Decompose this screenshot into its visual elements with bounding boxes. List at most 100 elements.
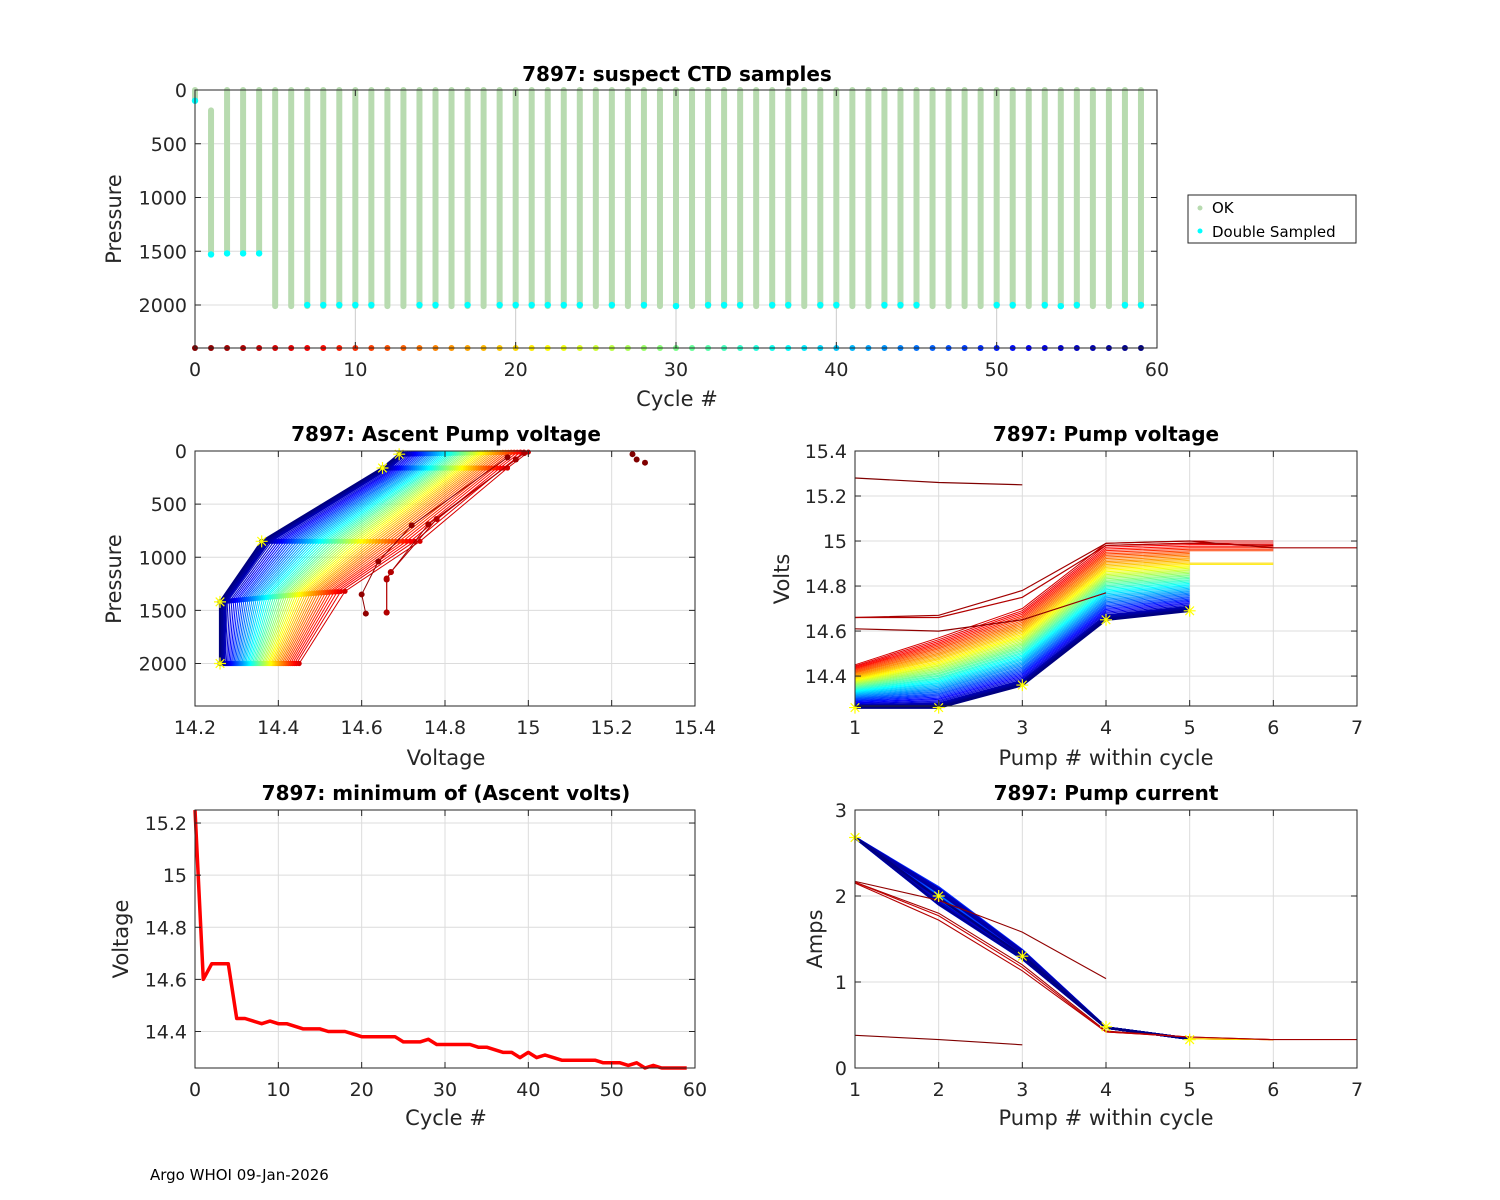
highlight-star-marker — [1016, 679, 1029, 692]
highlight-star-marker — [1016, 950, 1029, 963]
sample-point — [383, 609, 390, 616]
highlight-star-marker — [1183, 604, 1196, 617]
chart-title: 7897: minimum of (Ascent volts) — [262, 781, 631, 805]
y-tick-label: 14.8 — [145, 917, 187, 939]
outlier-cycle-line — [854, 477, 1023, 486]
cycle-voltage-line — [854, 550, 1274, 672]
x-tick-label: 20 — [350, 1079, 374, 1101]
cycle-voltage-line — [854, 569, 1190, 683]
double-sampled-point — [416, 301, 423, 309]
x-tick-label: 6 — [1267, 717, 1279, 739]
double-sampled-point — [432, 301, 439, 309]
cycle-voltage-line — [854, 589, 1190, 695]
sample-point — [358, 591, 365, 598]
double-sampled-point — [560, 301, 567, 309]
legend-ok-label: OK — [1212, 199, 1235, 217]
sample-point — [408, 522, 415, 529]
chart-title: 7897: suspect CTD samples — [522, 62, 832, 86]
y-tick-label: 14.6 — [805, 621, 847, 643]
double-sampled-point — [368, 301, 375, 309]
x-tick-label: 60 — [1145, 359, 1169, 381]
cycle-voltage-line — [854, 565, 1190, 681]
double-sampled-point — [720, 301, 728, 309]
chart-title: 7897: Pump voltage — [993, 422, 1219, 446]
highlight-star-marker — [214, 657, 226, 670]
y-tick-label: 15.4 — [805, 441, 847, 463]
cycle-voltage-line — [854, 587, 1190, 695]
x-tick-label: 7 — [1351, 1079, 1363, 1101]
sample-point — [425, 521, 432, 528]
y-tick-label: 1 — [835, 972, 847, 994]
cycle-voltage-line — [854, 581, 1190, 691]
cycle-voltage-line — [854, 557, 1190, 676]
chart-suspect-ctd-samples: 7897: suspect CTD samples Cycle # Pressu… — [102, 62, 1357, 411]
x-tick-label: 15.2 — [591, 717, 633, 739]
sample-point — [629, 451, 636, 458]
highlight-star-marker — [1100, 1020, 1112, 1033]
double-sampled-point — [528, 301, 535, 309]
x-tick-label: 1 — [849, 717, 861, 739]
cycle-voltage-line — [854, 596, 1190, 700]
x-tick-label: 60 — [683, 1079, 707, 1101]
cycle-voltage-line — [854, 547, 1274, 670]
double-sampled-point — [320, 301, 327, 309]
double-sampled-point — [1121, 301, 1129, 309]
x-tick-label: 2 — [933, 717, 945, 739]
double-sampled-point — [464, 301, 471, 309]
x-tick-label: 6 — [1267, 1079, 1279, 1101]
cycle-voltage-line — [854, 545, 1274, 669]
cycle-voltage-line — [854, 599, 1190, 702]
y-tick-label: 14.4 — [805, 666, 847, 688]
cycle-voltage-line — [854, 575, 1190, 687]
cycle-voltage-line — [854, 554, 1190, 674]
double-sampled-point — [913, 301, 920, 309]
cycle-voltage-line — [854, 597, 1190, 701]
x-axis-label: Cycle # — [636, 387, 718, 411]
sample-point — [403, 538, 410, 544]
cycle-voltage-line — [854, 593, 1190, 698]
x-tick-label: 14.4 — [257, 717, 299, 739]
x-tick-label: 4 — [1100, 1079, 1112, 1101]
legend-double-sampled-label: Double Sampled — [1212, 223, 1336, 241]
outlier-cycle-line — [854, 882, 1274, 1041]
double-sampled-point — [496, 301, 503, 309]
double-sampled-point — [704, 301, 712, 309]
y-tick-label: 1500 — [139, 600, 187, 622]
double-sampled-point — [576, 301, 583, 309]
double-sampled-point — [207, 251, 215, 258]
x-tick-label: 20 — [504, 359, 528, 381]
y-tick-label: 1000 — [139, 188, 187, 210]
y-tick-label: 15 — [163, 865, 187, 887]
y-axis-label: Amps — [803, 909, 827, 968]
x-axis-label: Voltage — [407, 746, 486, 770]
cycle-voltage-line — [854, 570, 1190, 684]
double-sampled-point — [833, 301, 840, 309]
double-sampled-point — [769, 301, 776, 309]
sample-point — [633, 456, 640, 463]
x-tick-label: 1 — [849, 1079, 861, 1101]
highlight-star-marker — [932, 890, 945, 902]
sample-point — [504, 454, 511, 461]
double-sampled-point — [239, 250, 247, 257]
cycle-voltage-line — [854, 582, 1190, 692]
double-sampled-point — [785, 301, 792, 309]
cycle-voltage-line — [854, 566, 1190, 682]
y-tick-label: 15 — [823, 531, 847, 553]
double-sampled-point — [304, 301, 311, 309]
highlight-star-marker — [255, 535, 268, 548]
sample-point — [433, 516, 440, 522]
x-tick-label: 5 — [1184, 717, 1196, 739]
y-tick-label: 3 — [835, 800, 847, 822]
y-tick-label: 14.8 — [805, 576, 847, 598]
sample-point — [362, 610, 369, 617]
x-tick-label: 50 — [600, 1079, 624, 1101]
sample-point — [417, 538, 423, 544]
cycle-voltage-line — [854, 548, 1274, 671]
cycle-voltage-line — [854, 555, 1190, 675]
double-sampled-point — [1041, 301, 1048, 309]
y-tick-label: 0 — [175, 80, 187, 102]
highlight-star-marker — [393, 448, 406, 461]
cycle-voltage-line — [854, 562, 1274, 679]
x-tick-label: 30 — [664, 359, 688, 381]
double-sampled-point — [1057, 302, 1065, 310]
